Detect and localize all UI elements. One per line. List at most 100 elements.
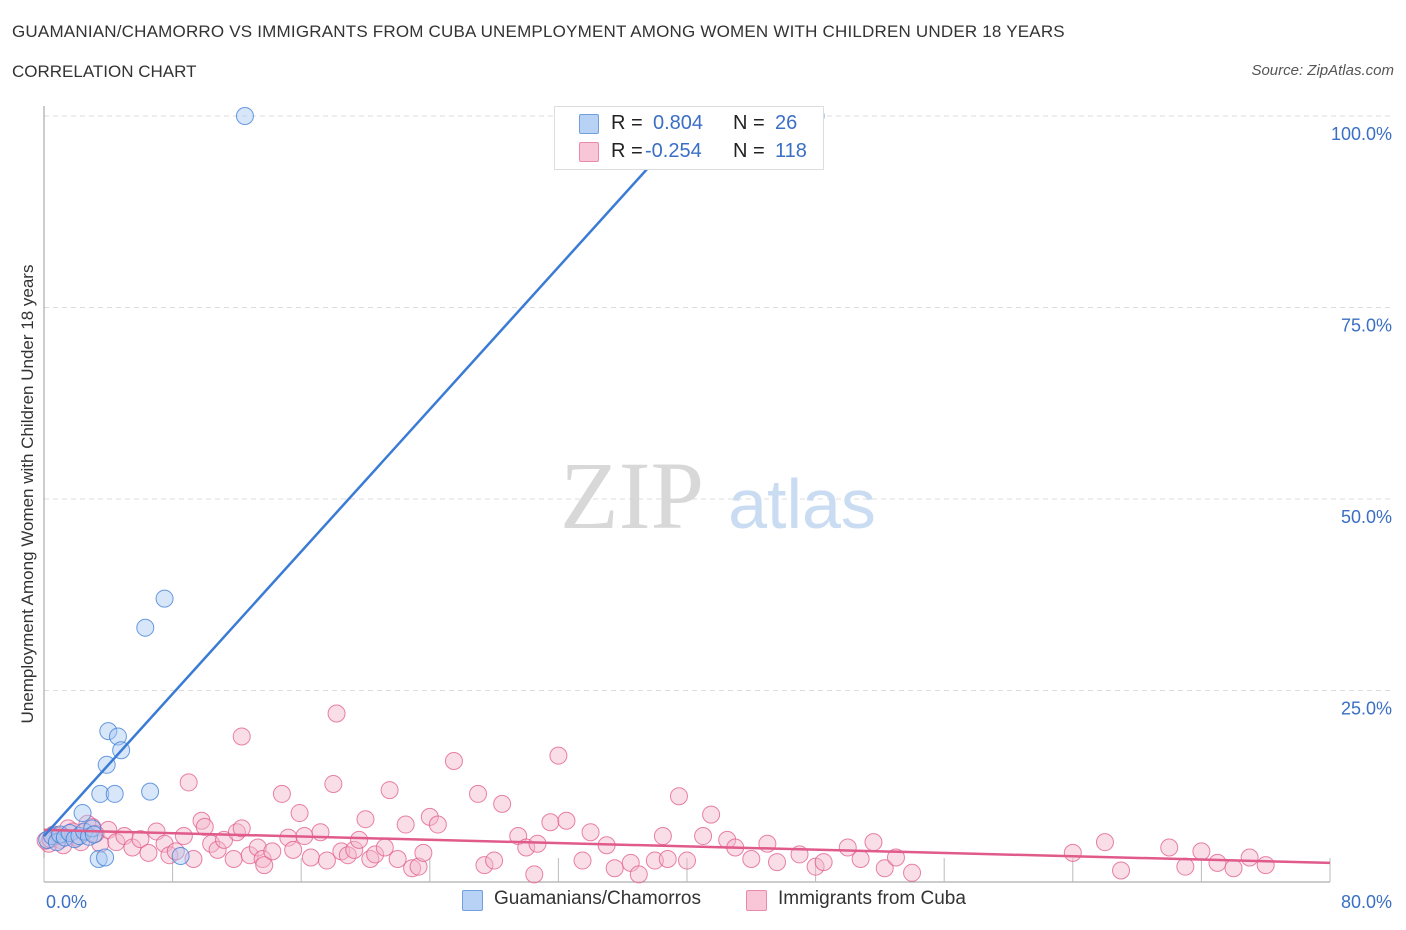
point-cuba	[678, 851, 696, 870]
point-cuba	[475, 856, 494, 875]
legend-n-label: N =	[733, 112, 765, 134]
watermark: ZIP atlas	[560, 442, 876, 549]
point-cuba	[324, 774, 343, 793]
x-tick-label-max: 80.0%	[1341, 892, 1392, 912]
point-cuba	[485, 851, 504, 870]
legend-swatch-pink	[579, 142, 599, 162]
point-cuba	[645, 851, 664, 870]
point-guamanian	[83, 819, 102, 838]
legend-r-value: 0.804	[653, 112, 704, 134]
legend-r-label: R =	[611, 140, 643, 162]
bottom-legend-label: Guamanians/Chamorros	[494, 888, 701, 909]
point-cuba	[573, 851, 592, 870]
point-cuba	[1095, 833, 1114, 852]
point-cuba	[886, 848, 905, 867]
y-tick-label: 25.0%	[1341, 699, 1392, 719]
point-cuba	[541, 813, 560, 832]
legend-r-label: R =	[611, 112, 643, 134]
point-cuba	[814, 853, 833, 872]
point-cuba	[669, 787, 688, 806]
y-tick-label: 100.0%	[1331, 124, 1392, 144]
watermark-atlas: atlas	[728, 465, 876, 543]
point-cuba	[248, 838, 267, 857]
point-guamanian	[171, 846, 190, 865]
point-cuba	[493, 794, 512, 813]
point-cuba	[742, 850, 761, 869]
point-cuba	[396, 815, 415, 834]
point-cuba	[875, 859, 894, 878]
bottom-legend-swatch-blue	[462, 890, 483, 911]
axis-ticks	[43, 858, 1331, 882]
point-cuba	[409, 857, 428, 876]
correlation-legend: R = 0.804 N = 26 R = -0.254 N = 118	[554, 106, 824, 170]
trend-lines	[43, 115, 1331, 865]
point-cuba	[653, 827, 672, 846]
series-guamanians-chamorros	[38, 107, 825, 869]
point-guamanian	[155, 589, 174, 608]
point-cuba	[139, 843, 158, 862]
point-cuba	[1208, 853, 1227, 872]
point-cuba	[629, 865, 648, 884]
point-cuba	[284, 840, 303, 859]
trend-line-guamanian	[43, 115, 696, 837]
point-guamanian	[73, 804, 92, 823]
bottom-legend-label: Immigrants from Cuba	[778, 888, 966, 909]
legend-n-label: N =	[733, 140, 765, 162]
point-cuba	[224, 850, 243, 869]
point-cuba	[263, 842, 282, 861]
point-cuba	[345, 840, 364, 859]
point-guamanian	[105, 784, 124, 803]
point-cuba	[1256, 856, 1275, 875]
point-cuba	[290, 804, 309, 823]
y-tick-label: 75.0%	[1341, 316, 1392, 336]
point-guamanian	[235, 107, 254, 125]
point-guamanian	[108, 727, 127, 746]
point-guamanian	[91, 784, 110, 803]
point-cuba	[864, 833, 883, 852]
point-cuba	[195, 817, 214, 836]
chart-title: GUAMANIAN/CHAMORRO VS IMMIGRANTS FROM CU…	[12, 22, 1065, 41]
legend-r-value: -0.254	[645, 140, 702, 162]
legend-n-value: 26	[775, 112, 798, 134]
point-guamanian	[136, 618, 155, 637]
legend-row-guamanians: R = 0.804 N = 26	[579, 112, 819, 138]
point-cuba	[581, 823, 600, 842]
point-cuba	[1063, 843, 1082, 862]
x-tick-label-min: 0.0%	[46, 892, 87, 912]
point-cuba	[1192, 842, 1211, 861]
point-cuba	[327, 704, 346, 723]
watermark-zip: ZIP	[560, 442, 704, 549]
point-guamanian	[89, 850, 108, 869]
point-guamanian	[60, 823, 79, 842]
point-cuba	[1112, 861, 1131, 880]
point-guamanian	[141, 782, 160, 801]
point-cuba	[272, 784, 291, 803]
point-cuba	[605, 859, 624, 878]
point-cuba	[1224, 859, 1243, 878]
bottom-legend-swatch-pink	[746, 890, 767, 911]
chart-subtitle: CORRELATION CHART	[12, 62, 197, 81]
point-cuba	[768, 853, 787, 872]
point-cuba	[658, 850, 677, 869]
point-cuba	[131, 830, 150, 849]
point-cuba	[702, 805, 721, 824]
point-cuba	[1240, 848, 1259, 867]
point-cuba	[91, 834, 110, 853]
point-cuba	[255, 856, 274, 875]
point-cuba	[253, 850, 272, 869]
point-cuba	[1160, 838, 1179, 857]
point-cuba	[179, 773, 198, 792]
point-cuba	[208, 840, 227, 859]
point-cuba	[388, 850, 407, 869]
legend-row-cuba: R = -0.254 N = 118	[579, 140, 819, 166]
point-cuba	[469, 784, 488, 803]
point-guamanian	[96, 848, 115, 867]
point-cuba	[174, 827, 193, 846]
trend-line-cuba	[43, 828, 1331, 865]
tick-labels: 100.0% 75.0% 50.0% 25.0% 0.0% 80.0%	[46, 124, 1392, 912]
point-cuba	[1176, 857, 1195, 876]
point-cuba	[557, 811, 576, 830]
point-cuba	[366, 845, 385, 864]
point-cuba	[444, 751, 463, 770]
